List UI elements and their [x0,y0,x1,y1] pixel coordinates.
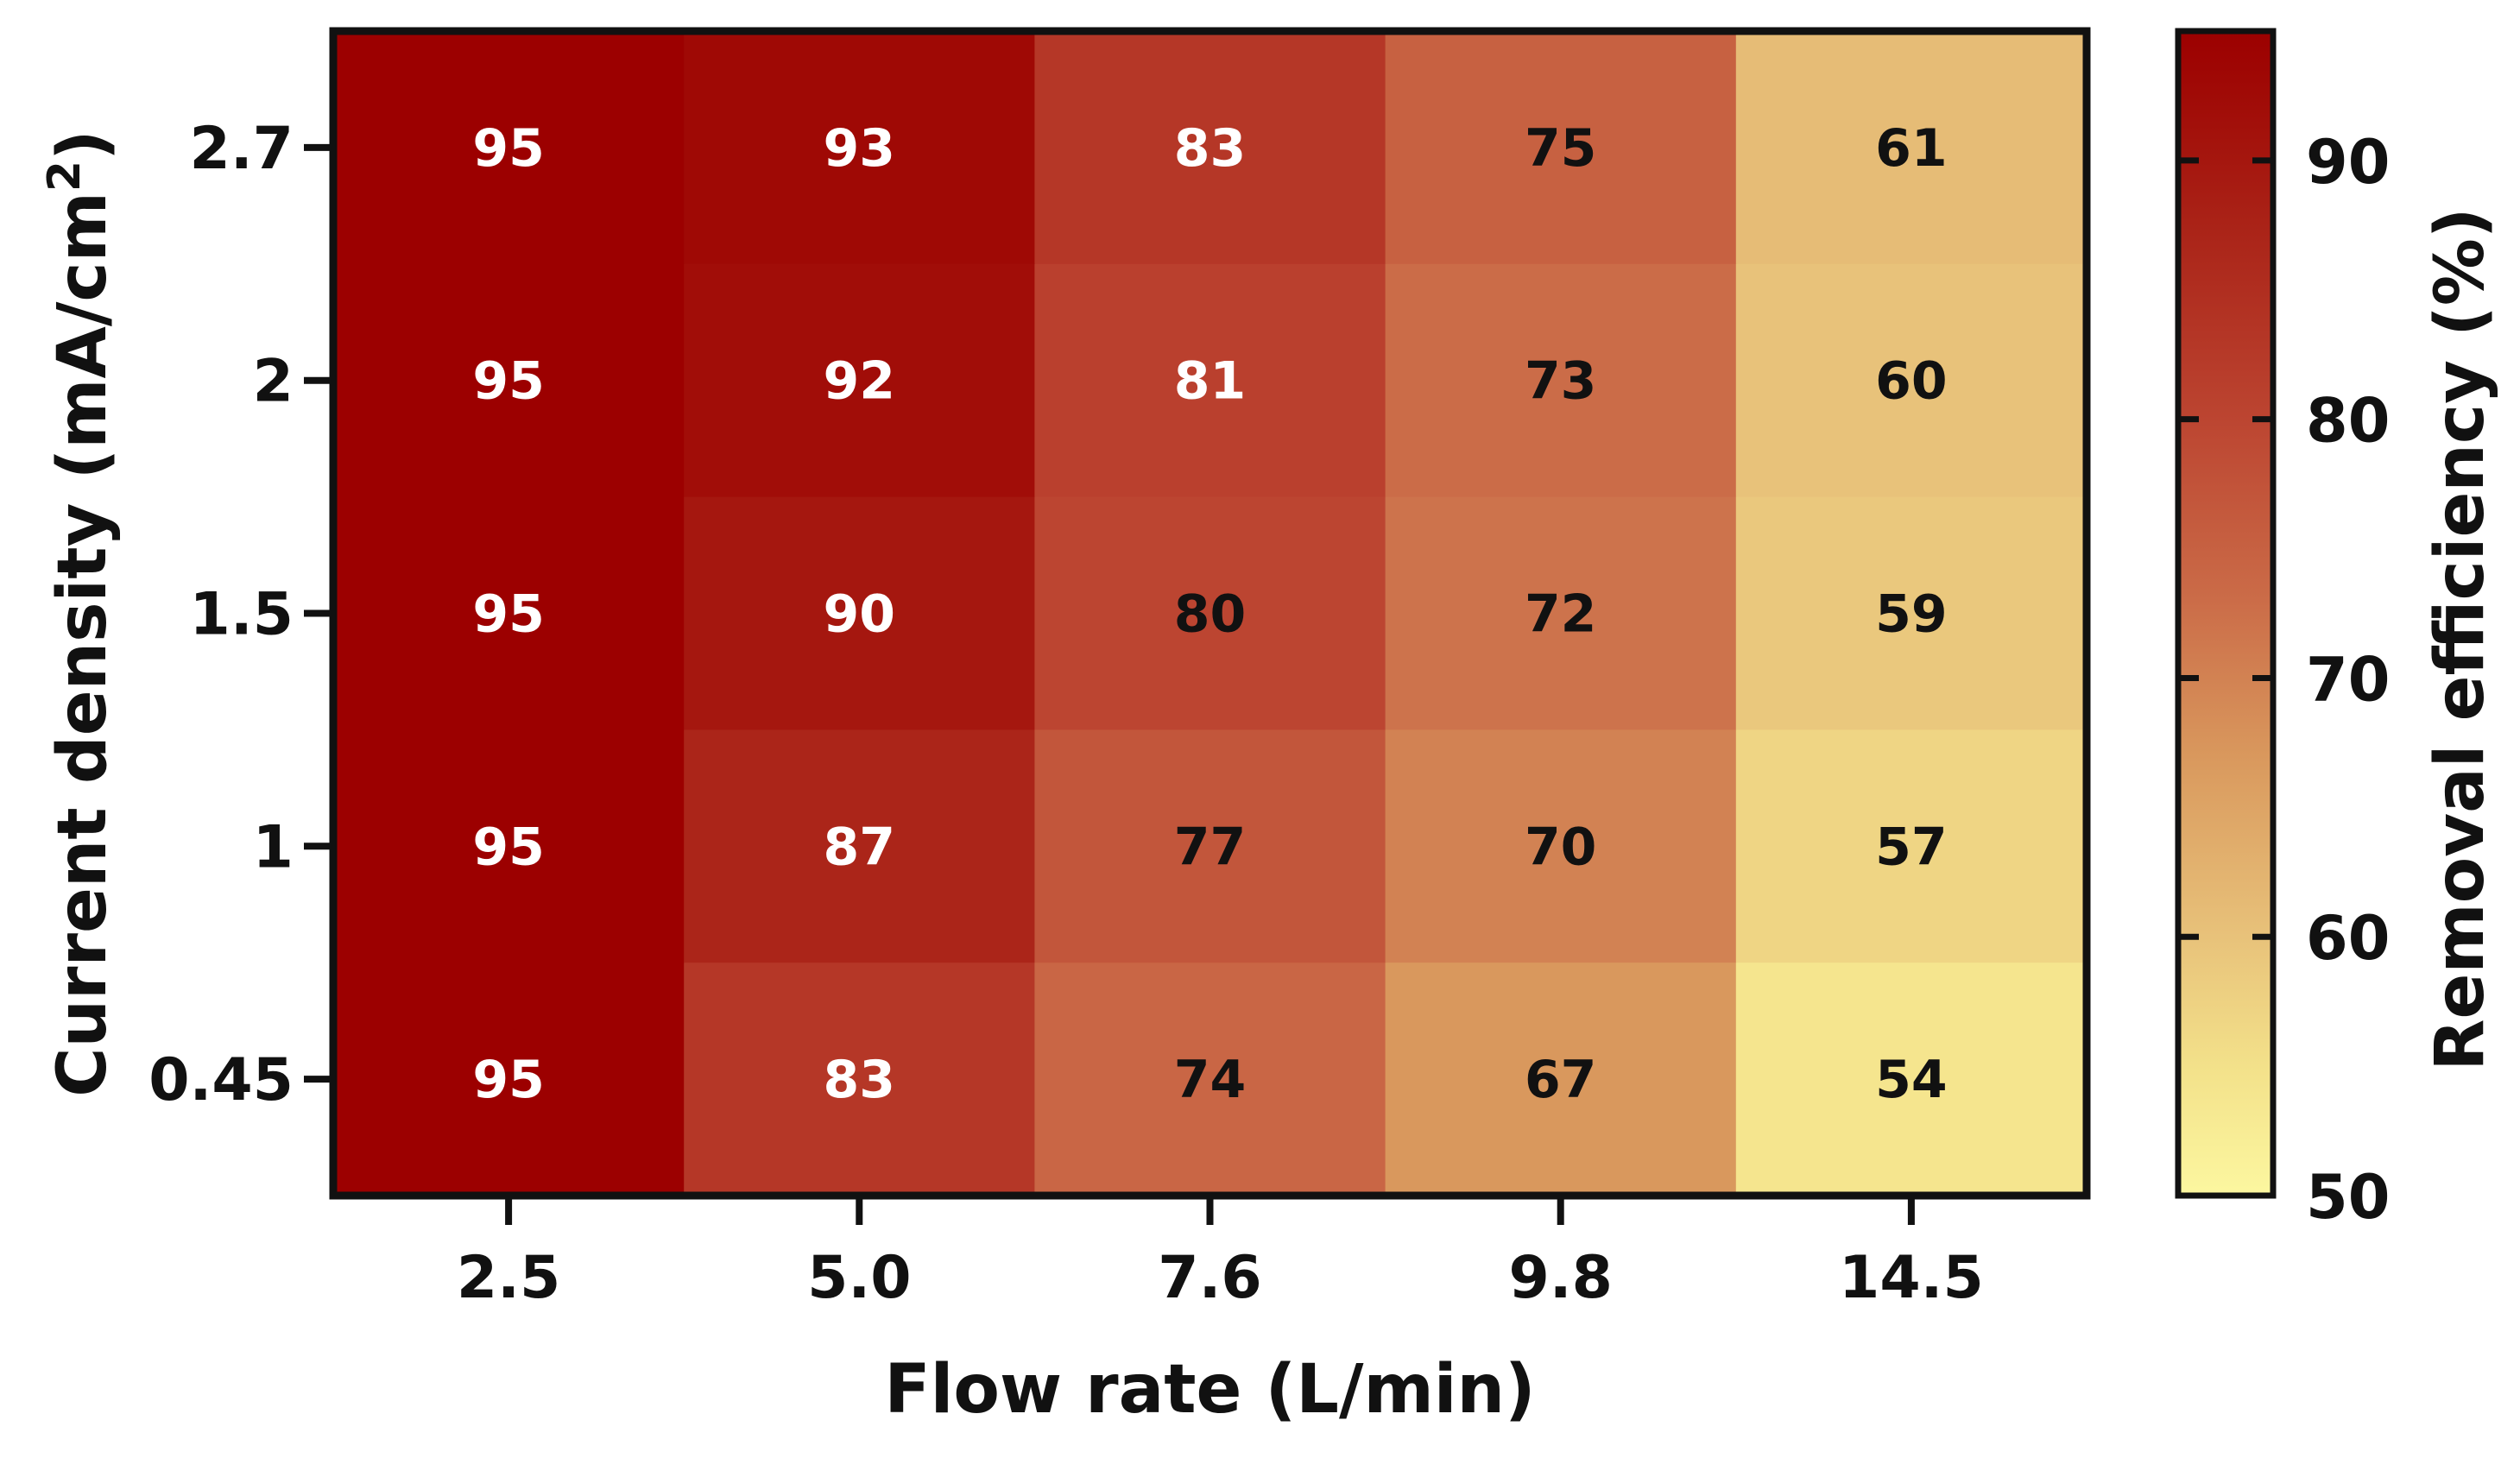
colorbar-title: Removal efficiency (%) [2422,207,2499,1070]
cell-value-label: 60 [1875,351,1948,412]
cell-value-label: 87 [824,817,896,877]
cell-value-label: 83 [824,1050,896,1110]
heatmap-cell [333,31,685,265]
colorbar-gradient [2175,28,2277,1199]
y-axis-title-superscript: 2 [39,161,91,192]
heatmap-cell [684,263,1035,498]
x-tick-label: 9.8 [1508,1244,1612,1312]
heatmap-cell [684,496,1035,730]
cell-value-label: 80 [1174,584,1247,645]
heatmap-cell [1385,496,1737,730]
heatmap-cell-labels: 95 93 83 75 61 95 92 81 73 60 95 90 80 72 59 95 87 77 70 57… [472,118,1947,1110]
cell-value-label: 72 [1525,584,1597,645]
heatmap-cell [684,963,1035,1196]
heatmap-cell [1735,729,2087,963]
cell-value-label: 95 [472,584,545,645]
cell-value-label: 59 [1875,584,1948,645]
heatmap-cell [1735,31,2087,265]
cell-value-label: 95 [472,817,545,877]
cell-value-label: 83 [1174,118,1247,179]
plot-frame [329,27,2091,1200]
heatmap-cell [333,496,685,730]
heatmap-cell [1034,963,1386,1196]
colorbar-tick-label: 90 [2306,127,2390,198]
cell-value-label: 93 [824,118,896,179]
cell-value-label: 95 [472,351,545,412]
heatmap-cell [333,263,685,498]
x-tick-label: 5.0 [807,1244,911,1312]
colorbar-tick-label: 70 [2306,644,2390,715]
heatmap-cell [684,31,1035,265]
y-tick-label: 2 [253,348,294,416]
heatmap-cell [1034,729,1386,963]
colorbar-tick-label: 80 [2306,386,2390,457]
heatmap-cell [1034,496,1386,730]
heatmap-cell [1385,31,1737,265]
x-tick-label: 14.5 [1839,1244,1984,1312]
heatmap-cell [1735,963,2087,1196]
heatmap-cell [1385,729,1737,963]
heatmap-cell [1385,263,1737,498]
cell-value-label: 61 [1875,118,1948,179]
x-axis: 2.5 5.0 7.6 9.8 14.5 [457,1199,1984,1312]
y-tick-label: 2.7 [190,115,294,183]
y-tick-label: 1.5 [190,581,294,649]
heatmap-cell [1034,263,1386,498]
colorbar: 50 60 70 80 90 [2175,28,2390,1233]
heatmap-cells [333,31,2087,1196]
heatmap-cell [333,963,685,1196]
cell-value-label: 73 [1525,351,1597,412]
heatmap-cell [1385,963,1737,1196]
cell-value-label: 81 [1174,351,1247,412]
cell-value-label: 70 [1525,817,1597,877]
cell-value-label: 74 [1174,1050,1247,1110]
heatmap-cell [684,729,1035,963]
heatmap-cell [1735,263,2087,498]
heatmap-cell [333,729,685,963]
y-tick-label: 1 [253,813,294,881]
cell-value-label: 77 [1174,817,1247,877]
heatmap-cell [1735,496,2087,730]
x-tick-label: 2.5 [457,1244,560,1312]
x-tick-label: 7.6 [1158,1244,1261,1312]
cell-value-label: 57 [1875,817,1948,877]
y-tick-label: 0.45 [148,1046,294,1114]
cell-value-label: 95 [472,118,545,179]
y-axis-title-base: Current density (mA/cm [44,192,122,1097]
heatmap-cell [1034,31,1386,265]
cell-value-label: 95 [472,1050,545,1110]
cell-value-label: 90 [824,584,896,645]
y-axis: 2.7 2 1.5 1 0.45 [148,115,330,1114]
cell-value-label: 54 [1875,1050,1948,1110]
y-axis-title-tail: ) [44,129,122,161]
y-axis-title: Current density (mA/cm2) [39,129,122,1096]
colorbar-ticks: 50 60 70 80 90 [2178,127,2390,1233]
cell-value-label: 92 [824,351,896,412]
cell-value-label: 75 [1525,118,1597,179]
cell-value-label: 67 [1525,1050,1597,1110]
x-axis-title: Flow rate (L/min) [884,1351,1535,1429]
colorbar-tick-label: 50 [2306,1162,2390,1233]
colorbar-tick-label: 60 [2306,903,2390,974]
